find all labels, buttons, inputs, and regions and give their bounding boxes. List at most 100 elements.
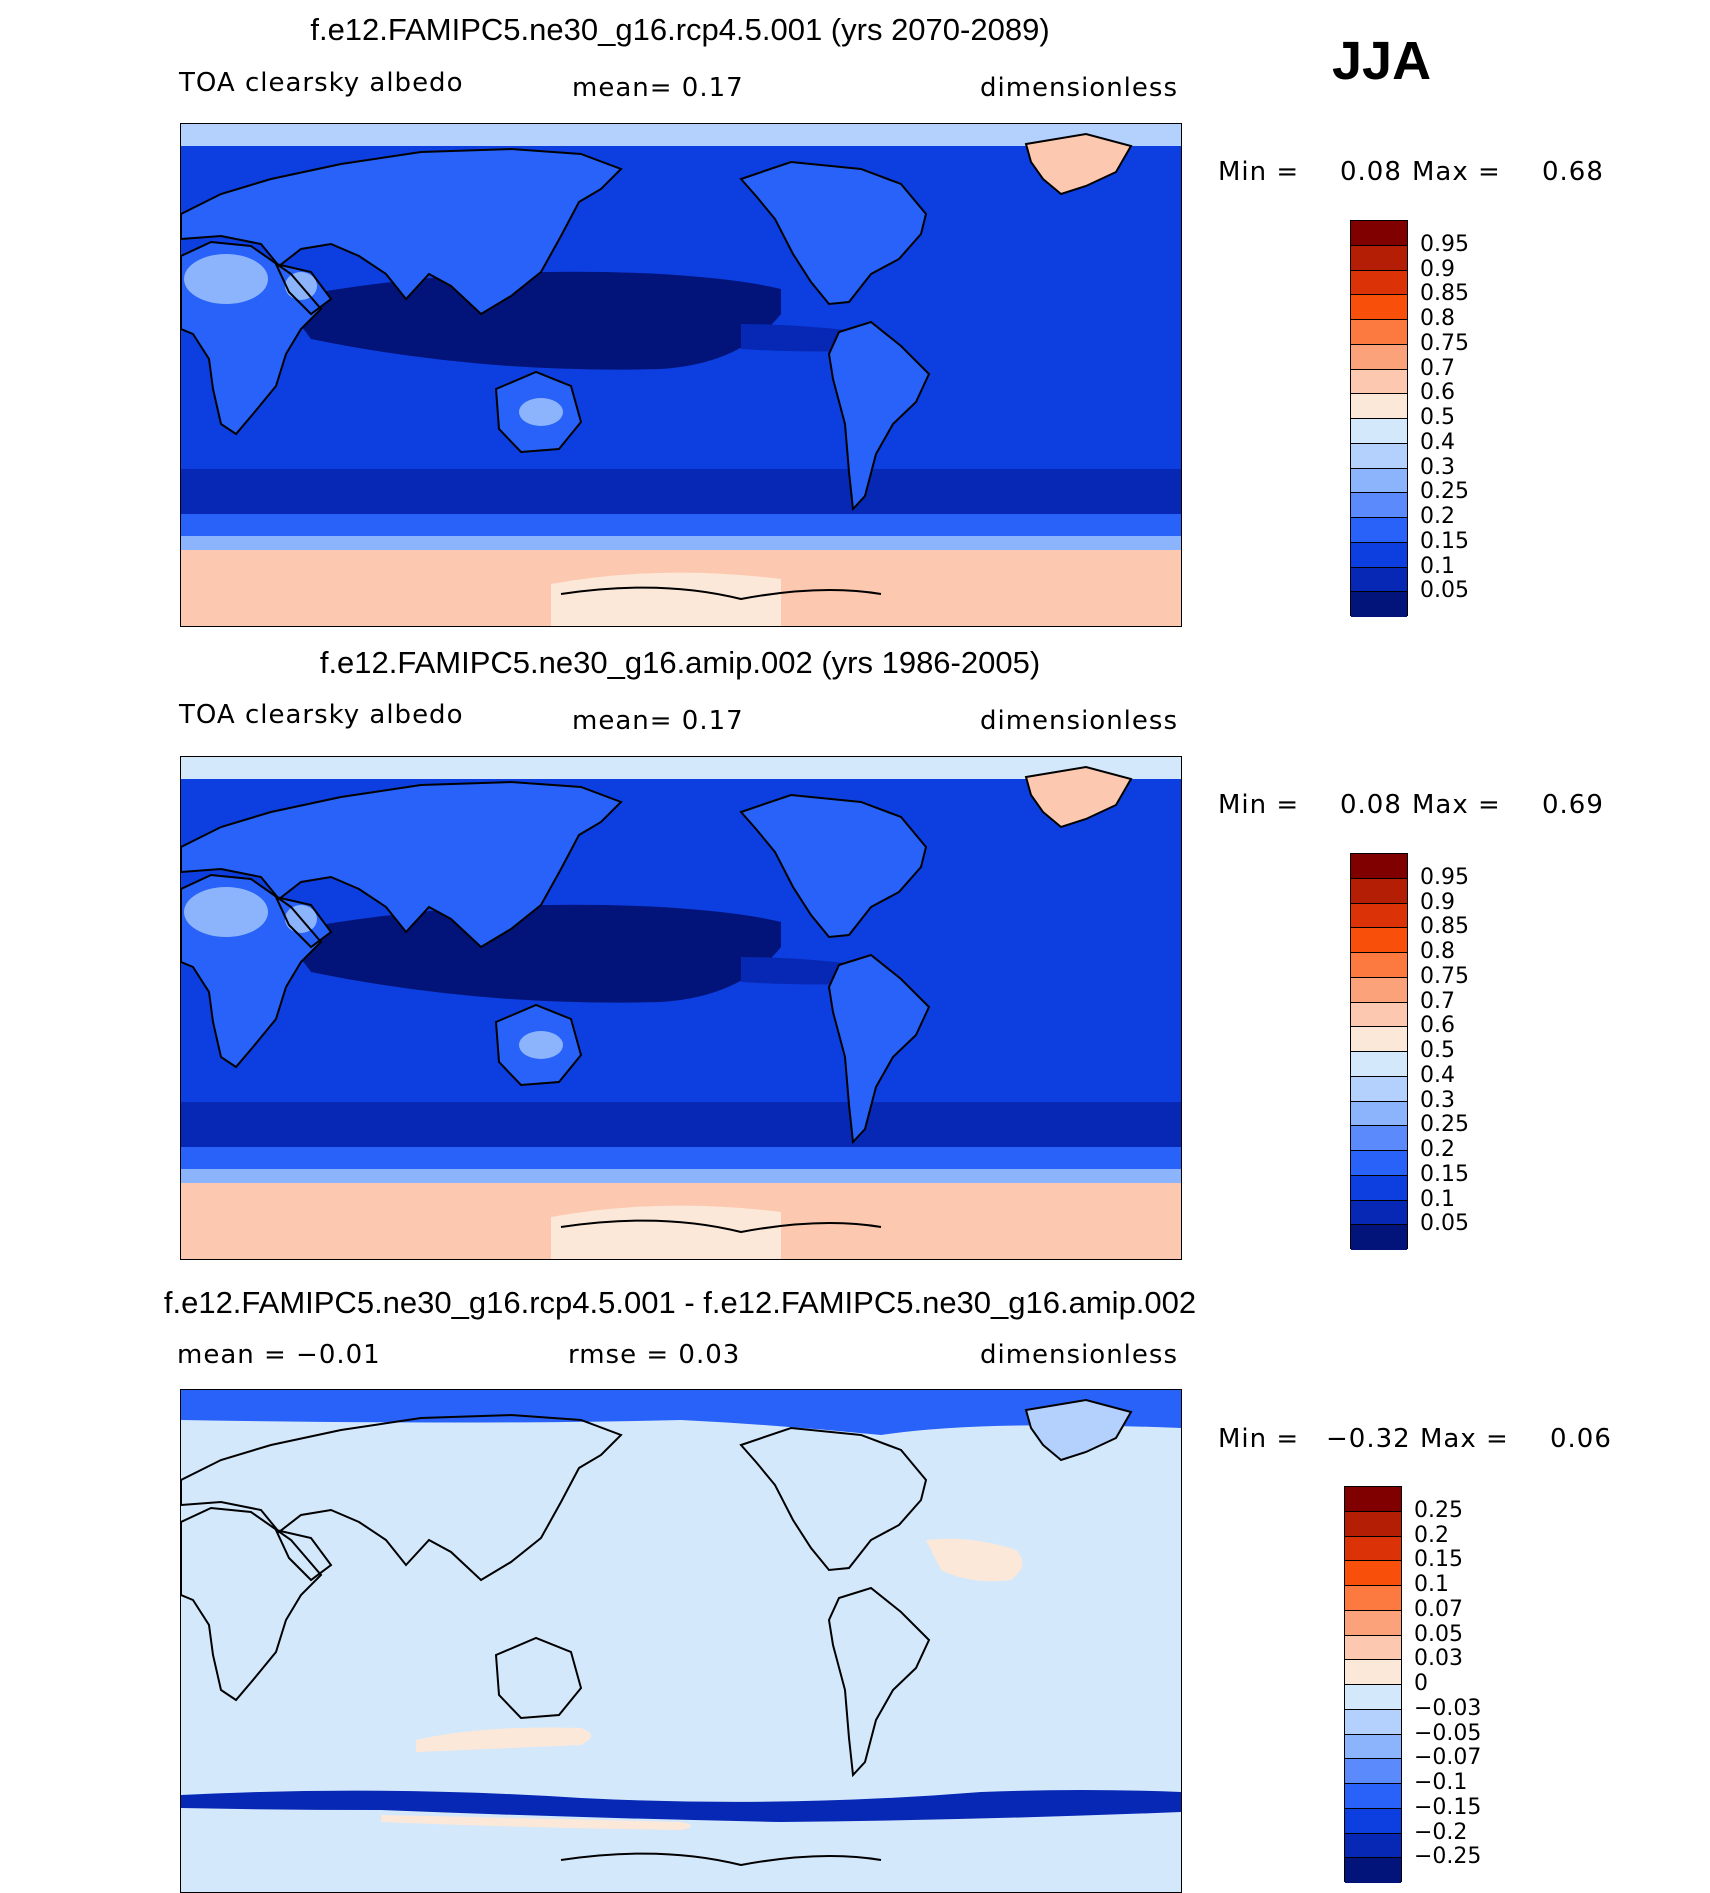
- caribbean-positive-patch: [926, 1538, 1023, 1582]
- panel-2-max-label: Max =: [1412, 790, 1501, 820]
- colorbar-tick-label: 0.15: [1414, 1547, 1463, 1573]
- colorbar-swatch: [1345, 1759, 1401, 1784]
- africa-outline: [181, 873, 323, 1069]
- colorbar-swatch: [1351, 493, 1407, 518]
- arctic-band: [181, 757, 1181, 779]
- colorbar-tick-label: −0.15: [1414, 1794, 1482, 1820]
- panel-1-max-value: 0.68: [1542, 157, 1604, 187]
- season-label: JJA: [1332, 31, 1432, 91]
- colorbar-swatch: [1351, 928, 1407, 953]
- colorbar-tick-label: 0.2: [1414, 1522, 1449, 1548]
- colorbar-swatch: [1351, 468, 1407, 494]
- colorbar-tick-label: 0.3: [1420, 1087, 1455, 1113]
- colorbar-tick-label: 0.05: [1420, 578, 1469, 604]
- colorbar-swatch: [1351, 295, 1407, 320]
- southern-negative-band: [181, 1790, 1181, 1822]
- panel-2-title: f.e12.FAMIPC5.ne30_g16.amip.002 (yrs 198…: [319, 645, 1041, 680]
- colorbar-tick-label: 0: [1414, 1671, 1428, 1696]
- panel-3-min-label: Min =: [1218, 1424, 1300, 1454]
- south-america-outline: [827, 953, 931, 1145]
- australia-outline: [494, 370, 583, 454]
- colorbar-swatch: [1351, 1076, 1407, 1102]
- arctic-negative-band: [181, 1390, 1181, 1435]
- colorbar-swatch: [1351, 953, 1407, 978]
- colorbar-tick-label: 0.8: [1420, 939, 1455, 964]
- panel-1-map-field: [181, 124, 1181, 626]
- australia-outline: [494, 1636, 583, 1720]
- australia-outline: [494, 1003, 583, 1087]
- panel-1-title: f.e12.FAMIPC5.ne30_g16.rcp4.5.001 (yrs 2…: [310, 12, 1050, 47]
- arctic-band: [181, 124, 1181, 146]
- panel-3-units-label: dimensionless: [980, 1340, 1178, 1370]
- colorbar-swatch: [1345, 1635, 1401, 1661]
- arabia-outline: [274, 1528, 333, 1582]
- panel-2-map-field: [181, 757, 1181, 1259]
- colorbar-swatch: [1351, 567, 1407, 593]
- panel-2-map: [180, 756, 1182, 1260]
- panel-2-units-label: dimensionless: [980, 706, 1178, 736]
- colorbar-swatch: [1351, 1151, 1407, 1176]
- greenland-negative-field: [1026, 1400, 1131, 1460]
- greenland-ice: [1026, 767, 1131, 827]
- panel-1-max-label: Max =: [1412, 157, 1501, 187]
- colorbar-tick-label: 0.85: [1420, 914, 1469, 940]
- arabia-outline: [274, 262, 333, 316]
- europe-asia-outline: [181, 780, 623, 949]
- panel-3-max-label: Max =: [1420, 1424, 1509, 1454]
- south-america-outline: [827, 320, 931, 512]
- colorbar-swatch: [1351, 344, 1407, 370]
- panel-1-min-label: Min =: [1218, 157, 1300, 187]
- colorbar-swatch: [1345, 1833, 1401, 1859]
- colorbar-swatch: [1351, 369, 1407, 395]
- colorbar-swatch: [1345, 1561, 1401, 1586]
- colorbar-swatch: [1351, 245, 1407, 271]
- colorbar-swatch: [1351, 1027, 1407, 1052]
- colorbar-swatch: [1345, 1536, 1401, 1562]
- colorbar-tick-label: 0.03: [1414, 1646, 1463, 1672]
- colorbar-tick-label: 0.95: [1420, 864, 1469, 890]
- colorbar-tick-label: 0.25: [1414, 1497, 1463, 1523]
- colorbar-tick-label: 0.8: [1420, 306, 1455, 331]
- panel-1-min-value: 0.08: [1340, 157, 1402, 187]
- europe-asia-outline: [181, 147, 623, 316]
- southern-ocean-edge-band: [181, 1147, 1181, 1169]
- antarctic-plateau: [551, 572, 781, 626]
- panel-2-min-value: 0.08: [1340, 790, 1402, 820]
- sahara-desert: [184, 887, 268, 937]
- colorbar-swatch: [1351, 1052, 1407, 1077]
- europe-asia-outline: [181, 1413, 623, 1582]
- colorbar-swatch: [1345, 1734, 1401, 1760]
- colorbar-tick-label: 0.3: [1420, 454, 1455, 480]
- arabia-outline: [274, 895, 333, 949]
- antarctic-positive-strip: [381, 1815, 691, 1830]
- colorbar-tick-label: 0.5: [1420, 405, 1455, 430]
- africa-outline: [181, 240, 323, 436]
- colorbar-swatch: [1345, 1784, 1401, 1809]
- colorbar-tick-label: −0.03: [1414, 1695, 1482, 1721]
- colorbar-tick-label: 0.2: [1420, 504, 1455, 529]
- north-america-outline: [739, 793, 928, 939]
- colorbar-tick-label: −0.07: [1414, 1745, 1482, 1771]
- colorbar-tick-label: 0.05: [1414, 1621, 1463, 1647]
- southern-ocean-band: [181, 469, 1181, 514]
- colorbar-swatch: [1345, 1511, 1401, 1537]
- colorbar-swatch: [1351, 878, 1407, 904]
- panel-3-min-value: −0.32: [1326, 1424, 1411, 1454]
- colorbar-tick-label: 0.7: [1420, 355, 1455, 381]
- colorbar-swatch: [1351, 443, 1407, 469]
- colorbar-tick-label: 0.75: [1420, 330, 1469, 356]
- colorbar-tick-label: 0.15: [1420, 528, 1469, 554]
- panel-3-map-field: [181, 1390, 1181, 1892]
- colorbar-tick-label: 0.9: [1420, 256, 1455, 282]
- australian-desert: [519, 398, 563, 426]
- north-america-outline: [739, 160, 928, 306]
- colorbar-tick-label: 0.4: [1420, 1062, 1455, 1088]
- north-america-outline: [739, 1426, 928, 1572]
- panel-1-mean-label: mean= 0.17: [572, 73, 744, 103]
- panel-3-map: [180, 1389, 1182, 1893]
- south-america-land: [829, 322, 929, 509]
- colorbar-swatch: [1345, 1685, 1401, 1710]
- colorbar-swatch: [1351, 221, 1407, 246]
- colorbar-swatch: [1351, 1002, 1407, 1028]
- colorbar-swatch: [1351, 977, 1407, 1003]
